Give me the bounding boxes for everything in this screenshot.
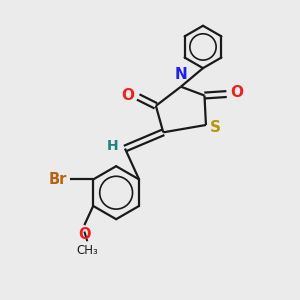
Text: O: O (122, 88, 135, 103)
Text: O: O (230, 85, 243, 100)
Text: S: S (210, 120, 221, 135)
Text: O: O (78, 226, 91, 242)
Text: CH₃: CH₃ (76, 244, 98, 256)
Text: N: N (175, 67, 187, 82)
Text: H: H (107, 139, 118, 153)
Text: Br: Br (49, 172, 67, 187)
